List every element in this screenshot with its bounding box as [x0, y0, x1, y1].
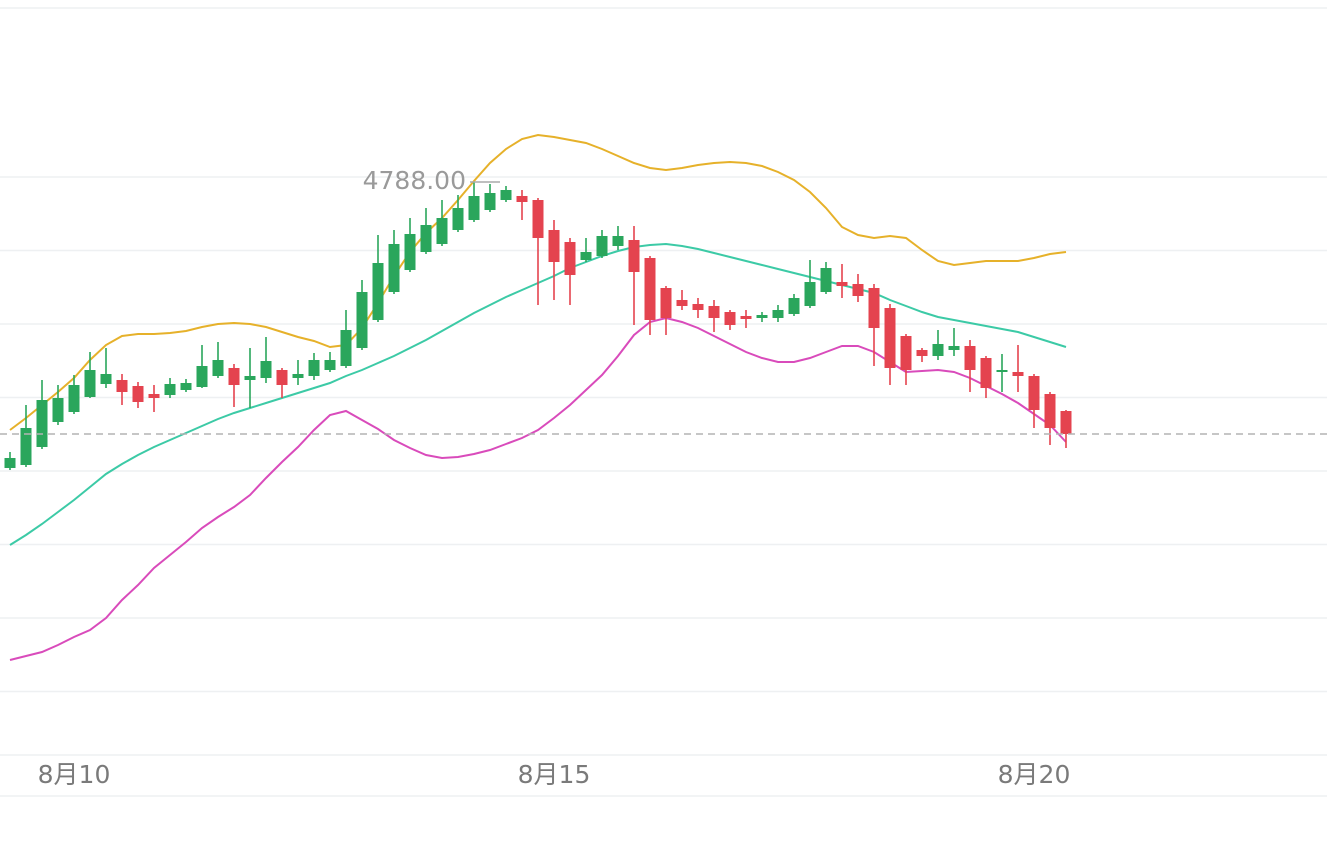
candle-body [852, 284, 864, 296]
candle-body [820, 268, 832, 292]
candle-body [100, 374, 112, 384]
candle-body [484, 193, 496, 210]
candle-body [1060, 411, 1072, 434]
candle-body [836, 282, 848, 286]
candle-body [580, 252, 592, 260]
candle-body [964, 346, 976, 370]
candle-body [804, 282, 816, 306]
candle-body [948, 346, 960, 350]
candle-body [228, 368, 240, 385]
candle-body [612, 236, 624, 246]
candle-body [148, 394, 160, 398]
candle-body [1012, 372, 1024, 376]
candle-body [564, 242, 576, 275]
candle-body [1044, 394, 1056, 428]
candle-body [84, 370, 96, 397]
candle-body [436, 218, 448, 244]
band-line [9, 133, 1067, 431]
candle-body [308, 360, 320, 376]
candle-body [884, 308, 896, 368]
x-tick-label: 8月10 [38, 760, 111, 789]
annotation-label: 4788.00 [363, 166, 466, 195]
candle-body [212, 360, 224, 376]
candle-body [532, 200, 544, 238]
candle-body [516, 196, 528, 202]
candle-body [372, 263, 384, 320]
candle-body [900, 336, 912, 370]
x-tick-label: 8月15 [518, 760, 591, 789]
labels: 8月10 8月15 8月20 4788.00 [38, 166, 1071, 789]
candle-body [388, 244, 400, 292]
candle-body [52, 398, 64, 422]
x-tick-label: 8月20 [998, 760, 1071, 789]
candle-body [708, 306, 720, 318]
candle-body [196, 366, 208, 387]
candle-body [932, 344, 944, 356]
candle-body [596, 236, 608, 256]
candle-body [420, 225, 432, 252]
candle-body [644, 258, 656, 320]
candle-body [788, 298, 800, 314]
candles [0, 182, 1327, 470]
candle-body [452, 208, 464, 230]
candle-body [164, 384, 176, 395]
candle-body [548, 230, 560, 262]
candle-body [276, 370, 288, 385]
candle-body [980, 358, 992, 388]
candle-body [20, 428, 32, 465]
candle-body [4, 458, 16, 468]
candle-body [692, 304, 704, 310]
candle-body [772, 310, 784, 318]
candle-body [740, 316, 752, 319]
candle-body [916, 350, 928, 356]
candle-body [260, 361, 272, 378]
candle-body [404, 234, 416, 270]
candle-body [500, 190, 512, 200]
candle-body [180, 383, 192, 390]
candle-body [756, 315, 768, 318]
candle-body [996, 370, 1008, 372]
candle-body [132, 386, 144, 402]
candle-body [292, 374, 304, 378]
candle-body [340, 330, 352, 366]
candle-body [68, 385, 80, 412]
candle-body [724, 312, 736, 325]
candle-body [676, 300, 688, 306]
candle-body [36, 400, 48, 447]
candle-body [116, 380, 128, 392]
candle-body [660, 288, 672, 318]
candle-body [468, 196, 480, 220]
candle-body [868, 288, 880, 328]
candle-body [1028, 376, 1040, 410]
candle-body [324, 360, 336, 370]
candle-body [628, 240, 640, 272]
candle-body [356, 292, 368, 348]
candle-body [244, 376, 256, 380]
